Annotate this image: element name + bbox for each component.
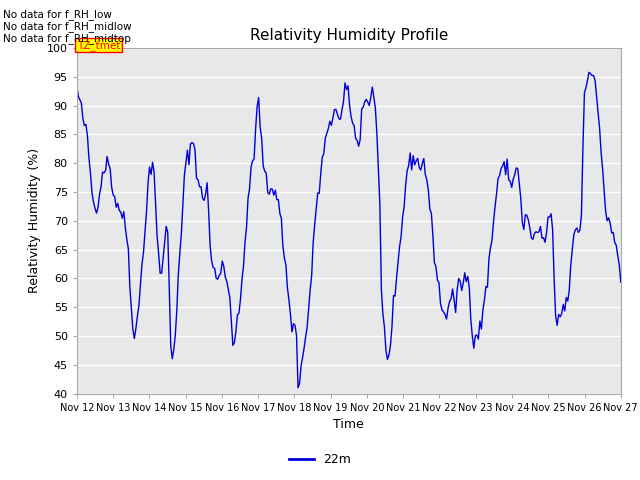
Legend: 22m: 22m [284,448,356,471]
Text: TZ_tmet: TZ_tmet [77,40,120,51]
Text: No data for f_RH_midtop: No data for f_RH_midtop [3,33,131,44]
Y-axis label: Relativity Humidity (%): Relativity Humidity (%) [28,148,41,293]
Title: Relativity Humidity Profile: Relativity Humidity Profile [250,28,448,43]
Text: No data for f_RH_low: No data for f_RH_low [3,9,112,20]
X-axis label: Time: Time [333,418,364,431]
Text: No data for f_RH_midlow: No data for f_RH_midlow [3,21,132,32]
